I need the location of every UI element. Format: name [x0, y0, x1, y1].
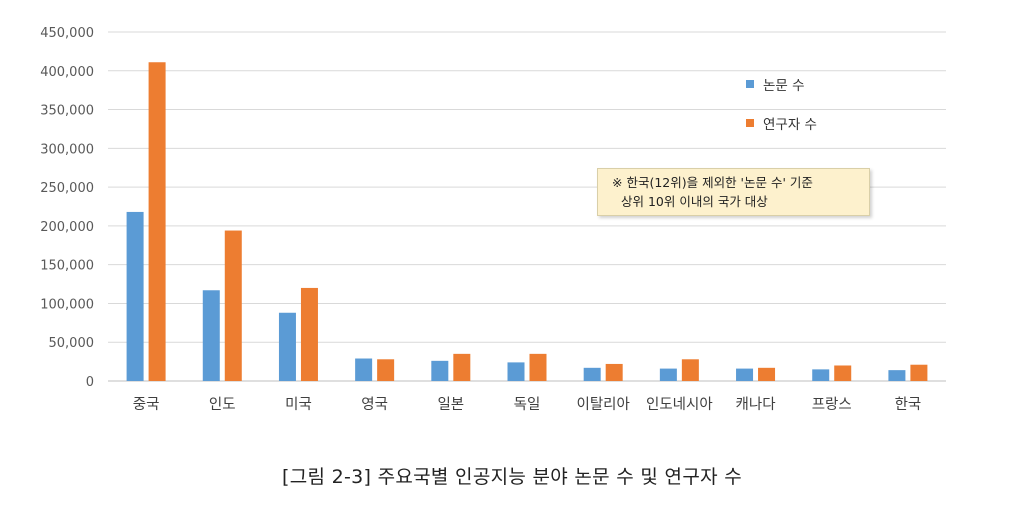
annotation-line-2: 상위 10위 이내의 국가 대상 [621, 194, 768, 209]
figure-caption: [그림 2-3] 주요국별 인공지능 분야 논문 수 및 연구자 수 [281, 466, 742, 488]
x-tick-label: 한국 [895, 396, 922, 413]
y-tick-label: 50,000 [49, 336, 95, 351]
y-tick-label: 350,000 [40, 104, 94, 119]
y-tick-label: 300,000 [40, 142, 94, 157]
legend-label-papers: 논문 수 [763, 78, 805, 94]
bar-researchers [681, 359, 699, 381]
bar-researchers [453, 353, 471, 381]
x-tick-label: 영국 [361, 396, 388, 413]
y-tick-label: 200,000 [40, 220, 94, 235]
bar-papers [507, 362, 525, 381]
x-tick-label: 독일 [514, 396, 541, 413]
annotation-line-1: ※ 한국(12위)을 제외한 '논문 수' 기준 [612, 175, 813, 190]
x-tick-label: 이탈리아 [576, 396, 629, 413]
bar-papers [355, 358, 373, 381]
bar-researchers [910, 364, 928, 381]
bar-papers [736, 368, 754, 381]
legend-item-papers: 논문 수 [746, 74, 805, 94]
bar-researchers [834, 365, 852, 381]
bar-papers [812, 369, 830, 381]
x-tick-label: 중국 [133, 397, 160, 413]
bar-papers [278, 312, 296, 381]
bar-researchers [300, 287, 318, 381]
x-tick-label: 캐나다 [736, 396, 776, 413]
bar-papers [202, 290, 220, 381]
bar-papers [583, 367, 601, 381]
x-tick-label: 일본 [437, 396, 464, 413]
bar-papers [126, 211, 144, 381]
annotation-note: ※ 한국(12위)을 제외한 '논문 수' 기준 상위 10위 이내의 국가 대… [597, 168, 870, 216]
bar-papers [431, 360, 449, 381]
x-tick-label: 프랑스 [812, 396, 852, 413]
x-tick-label: 인도 [209, 396, 236, 413]
bar-researchers [148, 62, 166, 381]
legend-swatch-papers [746, 80, 754, 88]
legend-swatch-researchers [746, 119, 754, 127]
legend-item-researchers: 연구자 수 [746, 113, 817, 133]
bar-researchers [605, 363, 623, 381]
x-tick-label: 미국 [285, 396, 312, 413]
bar-researchers [758, 367, 776, 381]
y-tick-label: 150,000 [40, 259, 94, 274]
bar-papers [888, 370, 906, 381]
bar-researchers [377, 359, 395, 381]
y-tick-label: 450,000 [40, 26, 94, 41]
y-tick-label: 0 [86, 375, 94, 390]
x-tick-label: 인도네시아 [646, 396, 713, 413]
bar-researchers [224, 230, 242, 381]
legend-label-researchers: 연구자 수 [763, 117, 817, 133]
bar-researchers [529, 353, 547, 381]
y-tick-label: 100,000 [40, 297, 94, 312]
bar-papers [659, 368, 677, 381]
y-tick-label: 250,000 [40, 181, 94, 196]
y-tick-label: 400,000 [40, 65, 94, 80]
